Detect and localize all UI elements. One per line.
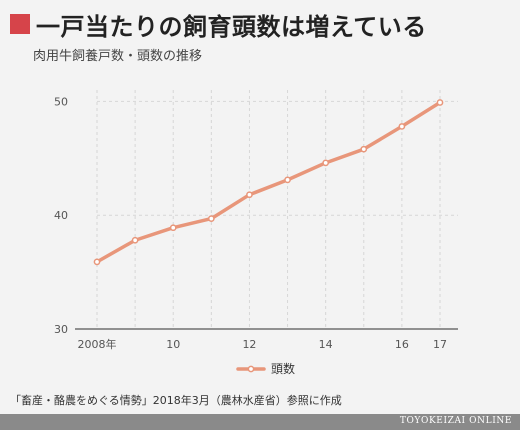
line-chart: 30 40 50 2008年 10 12 14 16 17 頭数 <box>54 90 458 376</box>
x-tick-label: 14 <box>319 338 333 351</box>
y-tick-label: 50 <box>54 95 68 108</box>
x-tick-label: 10 <box>166 338 180 351</box>
y-tick-label: 30 <box>54 323 68 336</box>
data-point <box>93 258 101 266</box>
legend-marker <box>247 365 255 373</box>
data-point <box>207 215 215 222</box>
footer-bar: TOYOKEIZAI ONLINE <box>0 414 520 430</box>
data-point <box>246 191 253 199</box>
x-tick-label: 12 <box>242 338 256 351</box>
data-point <box>169 224 177 232</box>
legend-label: 頭数 <box>271 361 295 376</box>
title-row: 一戸当たりの飼育頭数は増えている <box>10 8 510 41</box>
x-tick-label: 2008年 <box>78 337 117 351</box>
source-note: 「畜産・酪農をめぐる情勢」2018年3月（農林水産省）参照に作成 <box>10 394 342 407</box>
data-point <box>284 176 291 184</box>
data-point <box>398 123 406 130</box>
data-point <box>436 99 444 106</box>
data-point <box>322 159 330 167</box>
brand-logo: TOYOKEIZAI ONLINE <box>399 416 512 426</box>
x-tick-label: 16 <box>395 338 409 351</box>
x-tick-label: 17 <box>433 338 447 351</box>
title-marker <box>10 14 30 34</box>
y-tick-label: 40 <box>54 209 68 222</box>
chart-subtitle: 肉用牛飼養戸数・頭数の推移 <box>33 49 203 64</box>
chart-title: 一戸当たりの飼育頭数は増えている <box>36 12 427 41</box>
data-point <box>131 236 139 244</box>
series-line <box>95 100 442 264</box>
data-point <box>360 145 368 153</box>
